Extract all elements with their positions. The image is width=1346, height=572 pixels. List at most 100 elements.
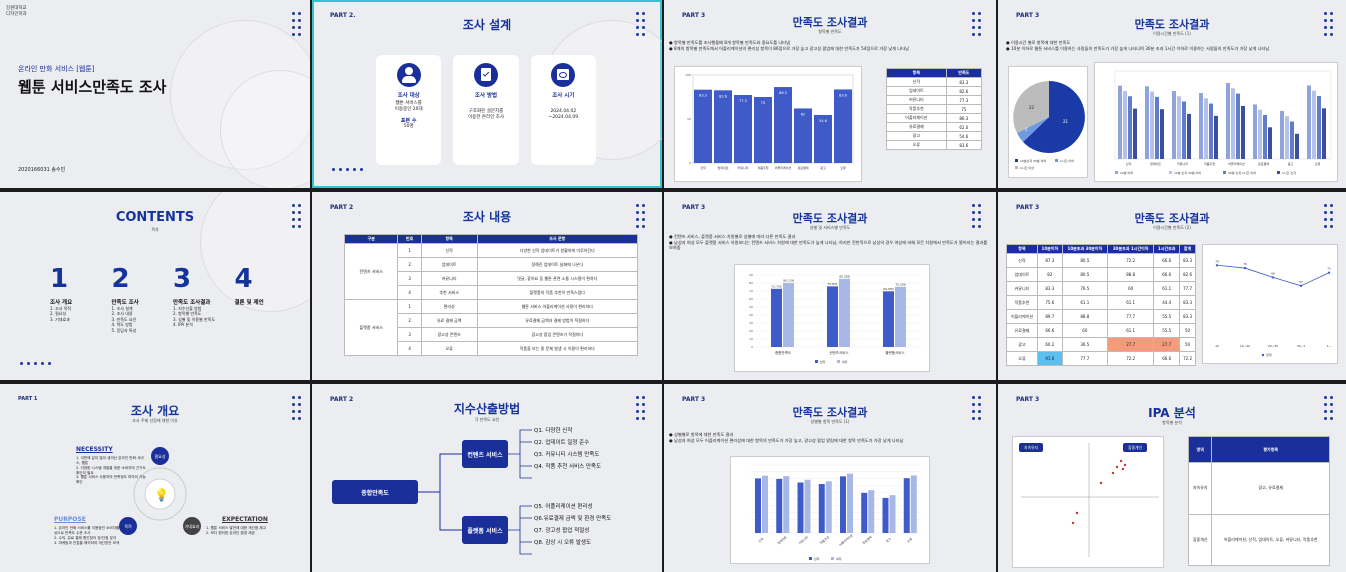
th: 항목 [886,68,947,78]
contents-section: 3 만족도 조사결과 1. 지수산출 방법 2. 항목별 만족도 3. 성별 및 이용별… [173,264,229,354]
section-title: 결론 및 제언 [234,300,264,306]
bar [1236,93,1240,159]
slide-7-gender-service[interactable]: PART 3 만족도 조사결과 성별 및 서비스별 만족도 ● 컨텐츠 서비스,… [664,192,996,380]
dots-decor [972,396,981,420]
td: 83.3 [945,77,983,87]
th: 항목 [420,234,478,244]
slide-3-results-items[interactable]: PART 3 만족도 조사결과 항목별 만족도 ● 항목별 만족도를 조사했을때… [664,0,996,188]
dots-decor [972,12,981,36]
table-row: 플랫폼 서비스 1 편리성 웹툰 서비스 어플리케이션 사용이 편리하다 [343,299,639,356]
pie-label: 22 [1029,105,1035,110]
td: 86.3 [945,113,983,123]
part-label: PART 3 [682,12,706,19]
slide-4-results-time1[interactable]: PART 3 만족도 조사결과 이용시간별 만족도 (1) ● 이용시간 별로 … [998,0,1346,188]
legend-swatch [815,360,818,363]
legend-label: 여자 [836,556,842,561]
x-tick-label: 커뮤니티 [737,165,748,170]
bar [889,495,896,533]
x-tick-label: 1~ [1327,344,1332,348]
usage-pie-chart: 22 21 5 10분초과 30분 이하 1시간 이하 1시간 이상 [1008,66,1088,178]
sample-title: 표본 수 [400,118,417,125]
table-row: 오류 83.6 [886,140,983,150]
slide-9-overview[interactable]: PART 1 조사 개요 조사 주제 선정에 대한 이유 💡 필요성 목적 기대… [0,384,310,572]
slide-12-ipa[interactable]: PART 3 IPA 분석 항목별 분석 지속유지 집중개선 [998,384,1346,572]
slide-11-gender-items[interactable]: PART 3 만족도 조사결과 성별별 항목 만족도 (1) ● 성별별로 항목… [664,384,996,572]
card-body: ~2024.04.09 [548,115,579,121]
td: 어플리케이션 [886,113,947,123]
table-row: 유료결제 66.6 60 61.1 55.5 50 [1006,323,1196,338]
point [1327,271,1331,274]
item-table: 항목 만족도 신작 83.3 업데이트 82.6 커뮤니티 77.3 작품추천 75 어플리케이션… [886,68,983,150]
y-tick-label: 0 [751,345,753,349]
x-tick-label: 30~1 [1297,344,1305,348]
bar [1307,85,1311,159]
slide-title: 만족도 조사결과 [792,212,868,225]
td: 3 [397,327,422,342]
point-label: 79 [1215,259,1219,263]
slide-title: 조사 개요 [130,404,180,418]
point-label: 66 [1271,271,1275,275]
section-item: 5. 응답자 특성 [111,327,137,333]
td: 91.6 [1036,351,1063,366]
x-tick-label: 유료결제 [1258,161,1269,166]
dots-decor [636,204,645,228]
td: 1 [397,299,422,314]
bar [783,476,790,533]
person-icon [396,63,421,87]
bar-value-label: 77.3 [739,99,747,103]
slide-subtitle: 성별별 항목 만족도 (1) [810,419,850,424]
legend-label: 합계 [1266,352,1272,357]
th: 합계 [1179,244,1196,254]
hub-label: 목적 [124,523,132,529]
part-label: PART 3 [682,204,706,211]
bar [1317,95,1321,159]
part-label: PART 3 [682,396,706,403]
slide-title: 만족도 조사결과 [792,16,868,29]
bar [1160,109,1164,159]
bar [1312,90,1316,159]
pie-slice [1013,81,1049,133]
slide-10-index-method[interactable]: PART 2 지수산출방법 각 만족도 요인 종합만족도 컨텐츠 서비스 플랫폼… [312,384,662,572]
org-name: 강원대학교 디자인학과 [6,6,27,17]
slide-5-contents[interactable]: CONTENTS 목차 1 조사 개요 1. 조사 목적 2. 필요성 3. 기대효과 2… [0,192,310,380]
td: 82.6 [945,86,983,96]
legend-swatch [809,557,812,560]
bar-value-label: 69.583 [883,287,894,291]
ipa-table: 영역 평가항목 지속유지 광고, 유료결제 집중개선 어플리케이션, 신작, 업데이트… [1187,436,1330,566]
td: 75.6 [1036,295,1063,310]
dots-decor [1324,12,1333,36]
td: 55.5 [1153,309,1181,324]
td: 77.7 [1179,281,1196,296]
td: 다양한 신작 업데이트가 원활하게 이루어진다 [476,243,639,258]
slide-2-design[interactable]: PART 2. 조사 설계 조사 대상 웹툰 서비스를 이용중인 20대 표본 … [312,0,662,188]
bar [1280,110,1284,159]
quadrant-label: 지속유지 [1024,445,1038,450]
slide-8-results-time2[interactable]: PART 3 만족도 조사결과 이용시간별 만족도 (2) 항목 10분이하 10분… [998,192,1346,380]
table-row: 작품추천 75 [886,104,983,114]
slide-title: 만족도 조사결과 [792,406,868,419]
td: 88.8 [1061,309,1108,324]
dots-decor [1324,396,1333,420]
x-tick-label: 광고 [1288,161,1294,166]
td: 77.7 [1106,309,1155,324]
slide-title: CONTENTS [115,210,195,225]
bar [1253,104,1257,159]
td: 업데이트 [886,86,947,96]
td: 82 [1036,267,1063,282]
td: 4 [397,285,422,300]
td: 유료결제 [1006,323,1038,338]
dots-decor [292,204,301,228]
purpose-heading: PURPOSE [54,516,86,523]
point-label: 57 [1299,280,1303,284]
y-tick-label: 20 [749,329,753,333]
td: 업데이트 [420,257,478,272]
slide-6-contents-detail[interactable]: PART 2 조사 내용 구분 번호 항목 조사 문항 컨텐츠 서비스 1 신작 다양… [312,192,662,380]
table-row: 3 광고성 콘텐츠 광고성 팝업 콘텐츠가 적절하다 [345,327,639,342]
th: 만족도 [945,68,983,78]
survey-table: 구분 번호 항목 조사 문항 컨텐츠 서비스 1 신작 다양한 신작 업데이트가 원활… [343,234,639,356]
line-svg: 79 10 76 10~20 66 20~30 57 30~1 71 1~ 합계 [1215,259,1332,357]
slide-1-title[interactable]: 강원대학교 디자인학과 온라인 만화 서비스 [웹툰] 웹툰 서비스만족도 조사 … [0,0,310,188]
section-title: 만족도 조사 [111,300,139,306]
table-row: 신작 87.3 80.5 72.2 66.6 83.3 [1006,253,1196,268]
td: 54.6 [945,131,983,141]
